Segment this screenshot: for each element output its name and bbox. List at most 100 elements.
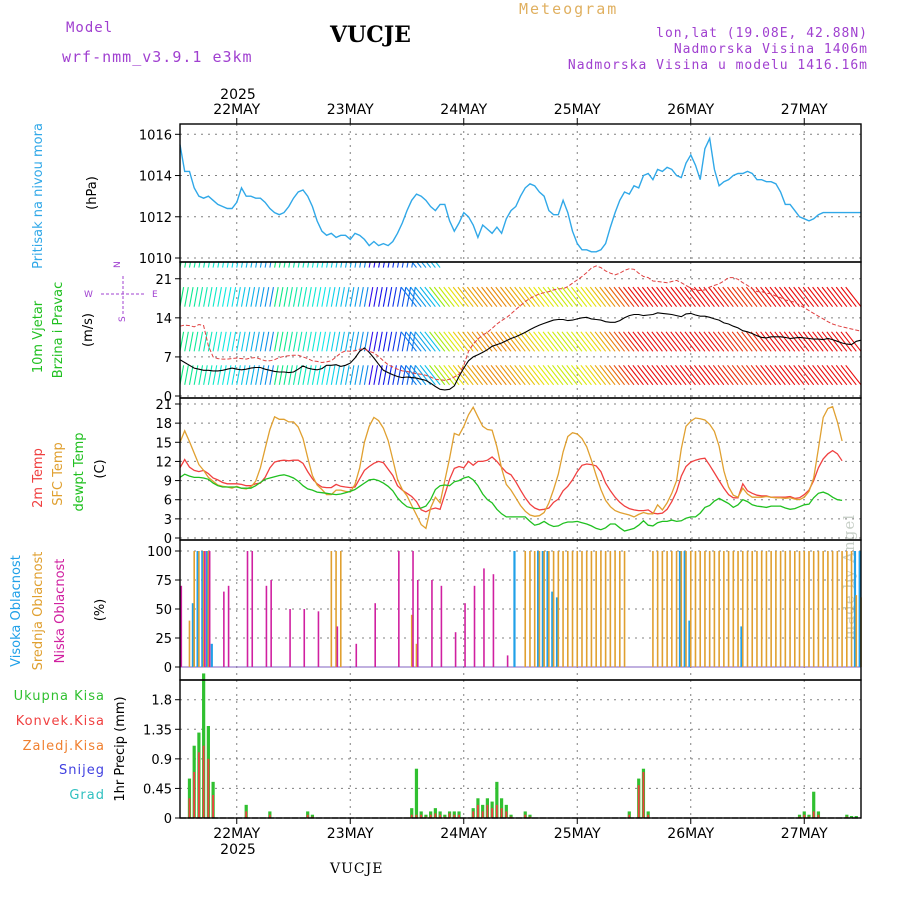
wind-barb xyxy=(419,286,436,308)
precip-total-bar xyxy=(433,808,437,818)
wind-barb xyxy=(193,331,199,352)
precip-total-bar xyxy=(414,768,419,818)
wind-barb xyxy=(231,262,234,268)
wind-barb xyxy=(316,287,322,307)
wind-barb xyxy=(378,262,381,268)
wind-barb xyxy=(288,331,293,352)
wind-barb xyxy=(533,331,550,352)
wind-barb xyxy=(387,262,390,268)
wind-barb xyxy=(188,287,194,307)
wind-barb xyxy=(755,364,772,386)
wind-barb xyxy=(283,262,286,268)
top-day-label: 26MAY xyxy=(667,102,714,118)
wind-barb xyxy=(826,364,843,386)
wind-barb xyxy=(542,331,559,352)
wind-barb xyxy=(656,331,673,352)
wind-barb xyxy=(226,287,232,307)
wind-barb xyxy=(288,365,293,385)
wind-barb xyxy=(401,331,407,352)
wind-barb xyxy=(326,287,331,307)
wind-barb xyxy=(779,364,796,386)
temp-title-2m: 2m Temp xyxy=(31,448,46,508)
wind-barb xyxy=(278,287,284,307)
wind-barb xyxy=(188,262,192,268)
wind-barb xyxy=(420,262,427,268)
precip-conv-bar xyxy=(410,814,413,818)
wind-barb xyxy=(335,331,341,352)
wind-barb xyxy=(250,262,253,268)
wind-barb xyxy=(217,262,220,268)
wind-barb xyxy=(226,262,229,268)
wind-barb xyxy=(556,364,573,386)
model-altitude-label: Nadmorska Visina u modelu 1416.16m xyxy=(567,58,868,73)
wind-barb xyxy=(207,287,213,307)
wind-barb xyxy=(354,331,360,352)
cloud-title-mid: Srednja Oblacnost xyxy=(31,552,46,671)
precip-total-bar xyxy=(797,814,802,818)
wind-barb xyxy=(311,365,317,385)
temp-title-dewpt: dewpt Temp xyxy=(72,432,87,511)
wind-barb xyxy=(750,286,767,308)
precip-total-bar xyxy=(499,798,504,818)
wind-barb xyxy=(250,331,256,352)
precip-conv-bar xyxy=(812,811,815,818)
wind-barb xyxy=(788,364,805,386)
wind-barb xyxy=(321,365,327,385)
wind-barb xyxy=(278,262,281,268)
wind-barb xyxy=(622,286,640,308)
wind-barb xyxy=(245,262,248,268)
temp-title-sfc: SFC Temp xyxy=(51,442,66,506)
wind-barb xyxy=(471,331,488,352)
wind-barb xyxy=(518,286,536,308)
wind-barb xyxy=(651,331,668,352)
wind-barb xyxy=(679,331,696,352)
wind-barb xyxy=(397,331,402,352)
wind-barb xyxy=(528,331,545,352)
wind-barb xyxy=(528,364,545,386)
precip-total-bar xyxy=(845,814,849,818)
wind-barb xyxy=(594,286,611,308)
precip-conv-bar xyxy=(268,814,271,818)
wind-barb xyxy=(745,331,763,352)
wind-barb xyxy=(476,286,493,308)
wind-barb xyxy=(193,287,199,307)
wind-barb xyxy=(599,286,616,308)
wind-barb xyxy=(476,364,493,386)
y-tick-label: 25 xyxy=(155,632,172,647)
wind-barb xyxy=(660,286,677,308)
wind-barb xyxy=(670,364,687,386)
wind-barb xyxy=(278,331,284,352)
wind-barb xyxy=(613,331,630,352)
wind-barb xyxy=(537,364,555,386)
y-tick-label: 21 xyxy=(155,398,172,413)
wind-barb xyxy=(430,262,436,268)
wind-barb xyxy=(400,364,417,386)
wind-barb xyxy=(316,365,322,385)
wind-barb xyxy=(401,262,404,268)
wind-barb xyxy=(485,364,503,386)
wind-barb xyxy=(207,331,213,352)
wind-barb xyxy=(585,286,602,308)
wind-barb xyxy=(589,364,607,386)
wind-barb xyxy=(656,364,673,386)
wind-barb xyxy=(745,364,763,386)
wind-barb xyxy=(359,365,364,385)
wind-speed-line xyxy=(179,312,862,391)
precip-conv-bar xyxy=(420,814,423,818)
wind-barb xyxy=(316,262,319,268)
wind-barb xyxy=(203,287,208,307)
wind-barb xyxy=(533,364,550,386)
wind-barb xyxy=(424,286,441,308)
wind-barb xyxy=(207,262,210,268)
precip-conv-bar xyxy=(415,814,418,818)
y-tick-label: 0.45 xyxy=(143,782,172,797)
wind-barb xyxy=(435,262,441,268)
wind-barb xyxy=(802,331,819,352)
wind-barb xyxy=(424,331,441,352)
wind-barb xyxy=(288,262,291,268)
wind-barb xyxy=(561,286,578,308)
wind-barb xyxy=(599,331,616,352)
wind-barb xyxy=(504,286,521,308)
wind-barb xyxy=(448,286,465,308)
wind-barb xyxy=(198,331,204,352)
